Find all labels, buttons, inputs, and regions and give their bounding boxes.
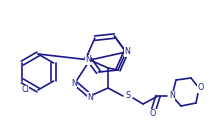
- Text: Cl: Cl: [21, 86, 29, 94]
- Text: N: N: [124, 48, 130, 56]
- Text: N: N: [169, 91, 175, 100]
- Text: N: N: [87, 92, 93, 102]
- Text: N: N: [71, 78, 77, 88]
- Text: N: N: [85, 56, 91, 64]
- Text: O: O: [150, 110, 156, 119]
- Text: S: S: [125, 91, 131, 100]
- Text: O: O: [198, 83, 204, 92]
